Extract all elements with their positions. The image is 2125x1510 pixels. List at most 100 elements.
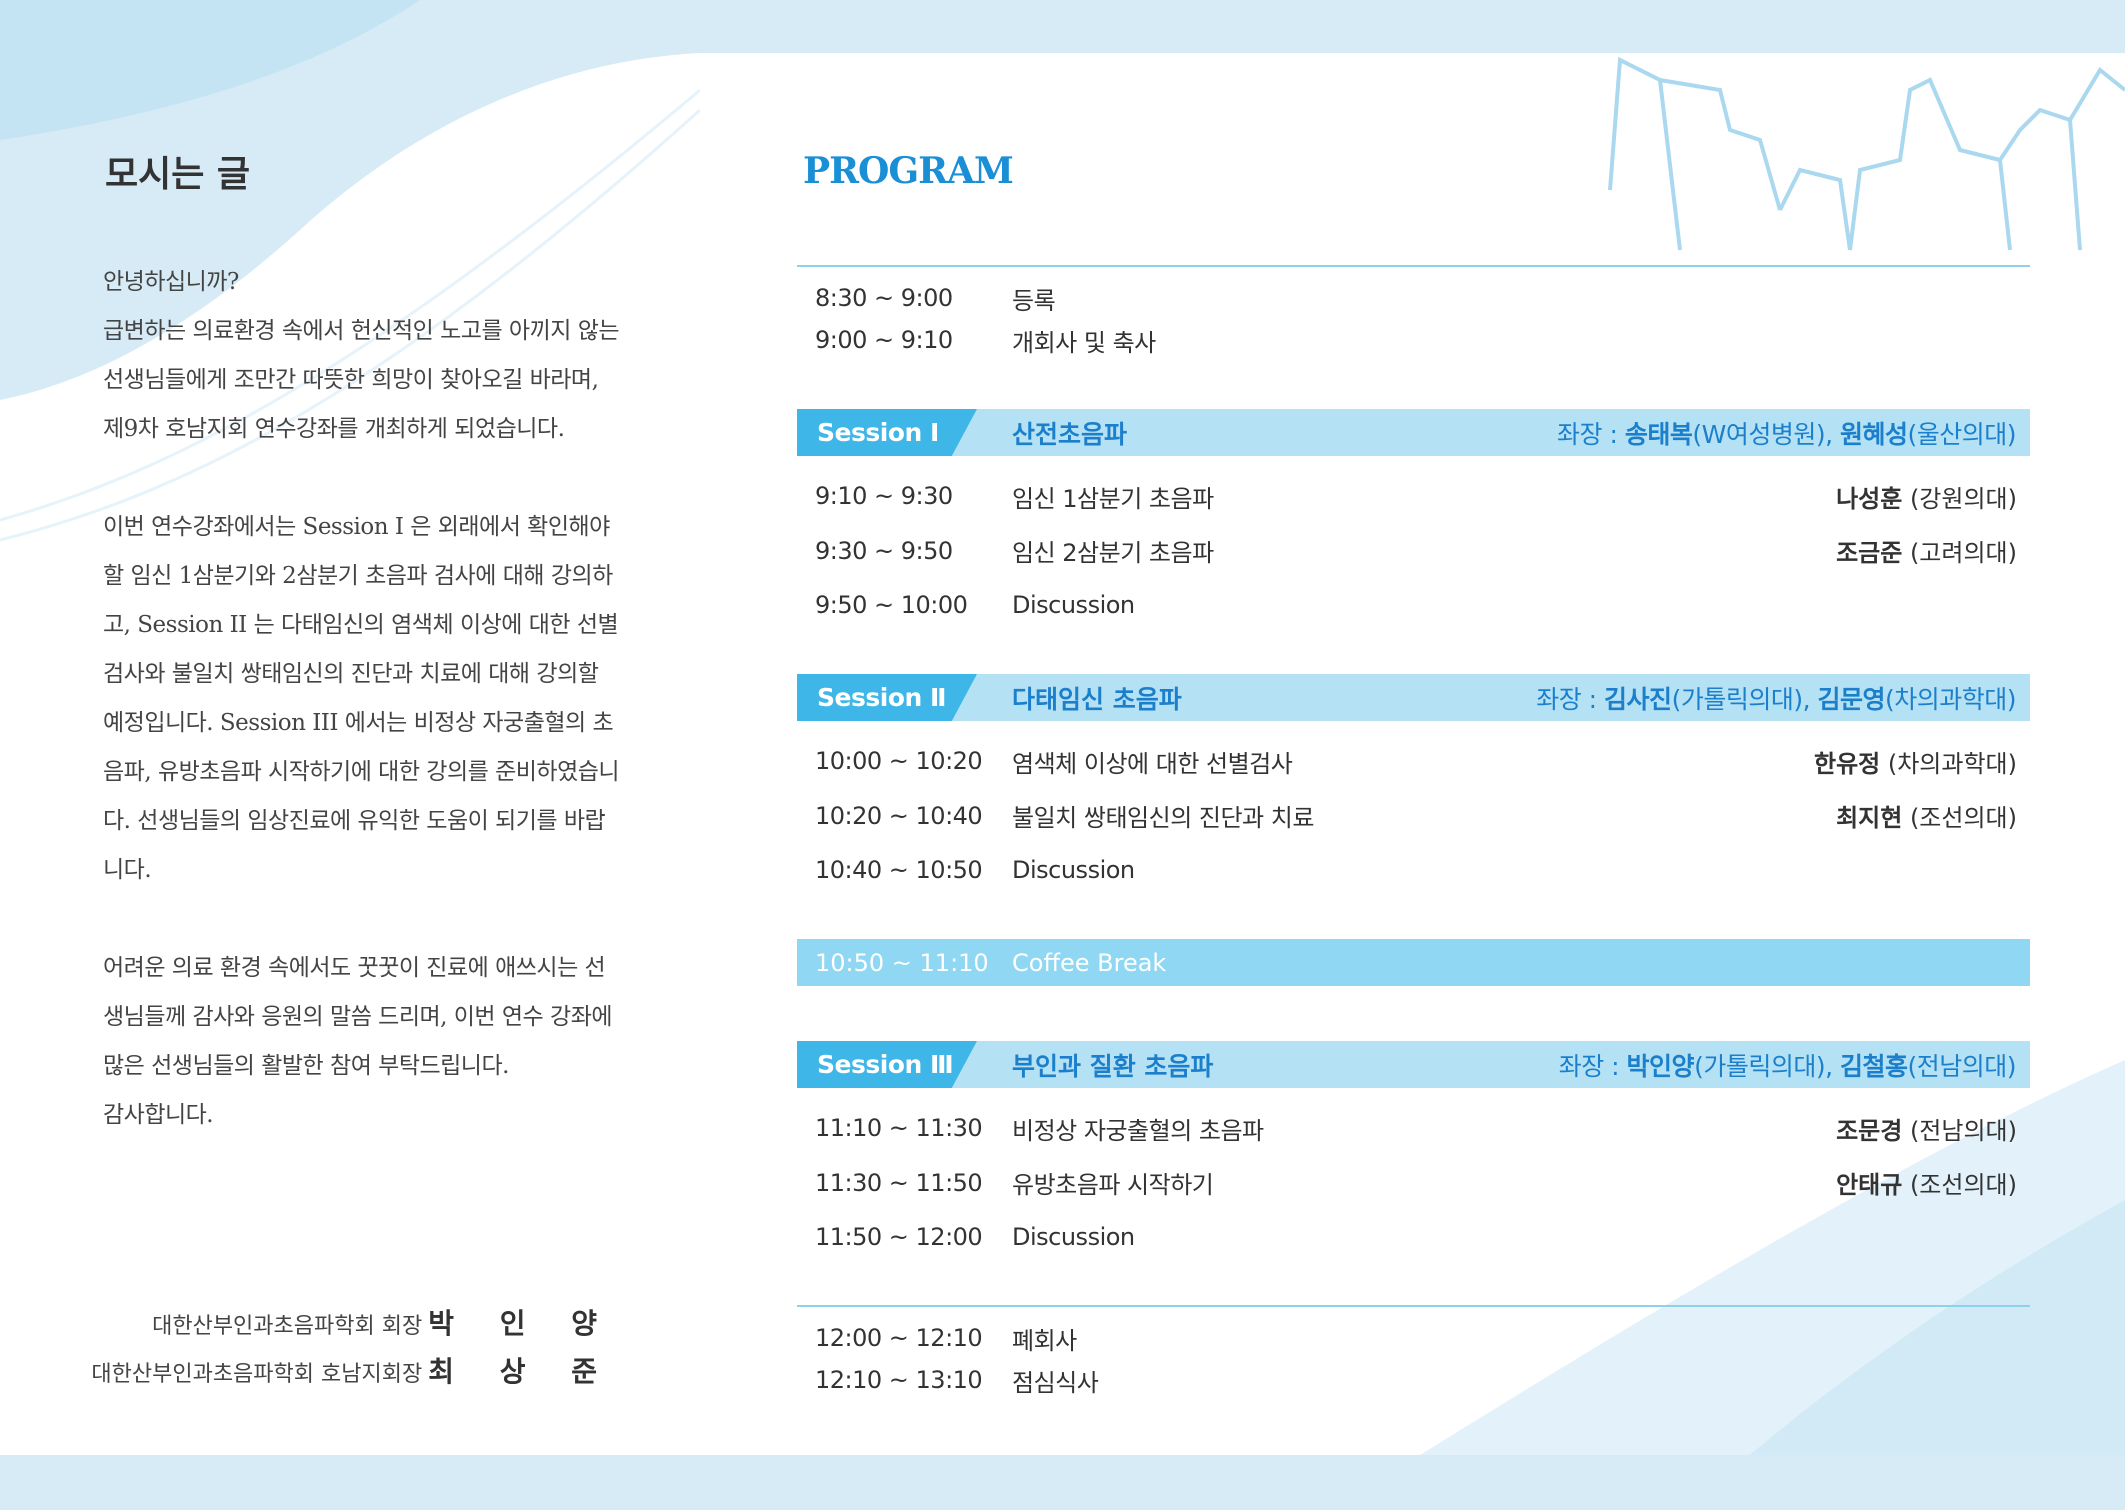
signature-role: 대한산부인과초음파학회 호남지회장 <box>91 1362 423 1387</box>
time: 8:30 ~ 9:00 <box>815 284 953 312</box>
speaker-affiliation: (고려의대) <box>1902 539 2017 567</box>
signature-president: 대한산부인과초음파학회 회장 박 인 양 <box>152 1302 615 1342</box>
time: 10:00 ~ 10:20 <box>815 747 983 775</box>
time: 9:30 ~ 9:50 <box>815 536 953 565</box>
schedule-row: 10:20 ~ 10:40 불일치 쌍태임신의 진단과 치료 최지현 (조선의대… <box>797 796 2017 836</box>
speaker: 나성훈 (강원의대) <box>1836 479 2017 514</box>
schedule-row: 10:00 ~ 10:20 염색체 이상에 대한 선별검사 한유정 (차의과학대… <box>797 741 2017 781</box>
session-header: Session Ⅰ 산전초음파 좌장 : 송태복(W여성병원), 원혜성(울산의… <box>797 409 2030 456</box>
wave-decoration-bottom <box>1420 1060 2125 1455</box>
chair-affiliation: (차의과학대) <box>1884 684 2017 714</box>
speaker-name: 안태규 <box>1836 1171 1903 1199</box>
chair-name: 송태복 <box>1624 419 1693 449</box>
topic: Coffee Break <box>1012 948 1167 977</box>
skyline-line-art <box>1608 56 2125 251</box>
schedule-row: 11:10 ~ 11:30 비정상 자궁출혈의 초음파 조문경 (전남의대) <box>797 1108 2017 1148</box>
signature-role: 대한산부인과초음파학회 회장 <box>152 1314 423 1339</box>
time: 9:50 ~ 10:00 <box>815 591 968 619</box>
speaker-name: 조금준 <box>1836 539 1903 567</box>
session-topic: 산전초음파 <box>1012 419 1128 449</box>
letter-paragraph: 어려운 의료 환경 속에서도 꿋꿋이 진료에 애쓰시는 선생님들께 감사와 응원… <box>103 955 613 1128</box>
divider <box>797 265 2030 267</box>
topic: 불일치 쌍태임신의 진단과 치료 <box>1012 804 1314 832</box>
topic: Discussion <box>1012 591 1135 619</box>
time: 11:50 ~ 12:00 <box>815 1223 983 1251</box>
topic: 폐회사 <box>1012 1326 1077 1355</box>
topic: 개회사 및 축사 <box>1012 328 1156 357</box>
time: 11:10 ~ 11:30 <box>815 1114 983 1142</box>
schedule-row: 9:30 ~ 9:50 임신 2삼분기 초음파 조금준 (고려의대) <box>797 531 2017 571</box>
schedule-row: 9:00 ~ 9:10 개회사 및 축사 <box>797 320 2017 360</box>
signature-name: 최 상 준 <box>428 1355 615 1388</box>
letter-title: 모시는 글 <box>105 153 251 195</box>
topic: Discussion <box>1012 856 1135 884</box>
time: 10:50 ~ 11:10 <box>815 948 989 977</box>
letter-paragraph: 이번 연수강좌에서는 Session I 은 외래에서 확인해야 할 임신 1삼… <box>103 514 620 883</box>
wave-decoration <box>0 0 700 542</box>
speaker: 조금준 (고려의대) <box>1836 533 2017 568</box>
speaker-affiliation: (차의과학대) <box>1880 749 2017 778</box>
schedule-row: 11:30 ~ 11:50 유방초음파 시작하기 안태규 (조선의대) <box>797 1163 2017 1203</box>
topic: 비정상 자궁출혈의 초음파 <box>1012 1116 1264 1145</box>
chair-name: 김철홍 <box>1839 1051 1908 1081</box>
bottom-band <box>0 1455 2125 1510</box>
schedule-row: 9:10 ~ 9:30 임신 1삼분기 초음파 나성훈 (강원의대) <box>797 476 2017 516</box>
time: 11:30 ~ 11:50 <box>815 1168 983 1197</box>
time: 9:00 ~ 9:10 <box>815 326 953 354</box>
signature-branch-head: 대한산부인과초음파학회 호남지회장 최 상 준 <box>91 1350 615 1390</box>
time: 10:20 ~ 10:40 <box>815 801 983 830</box>
chair-affiliation: (가톨릭의대), <box>1671 684 1818 714</box>
session-chairs: 좌장 : 송태복(W여성병원), 원혜성(울산의대) <box>1557 415 2016 451</box>
letter-body: 안녕하십니까? 급변하는 의료환경 속에서 헌신적인 노고를 아끼지 않는 선생… <box>103 258 623 1189</box>
speaker-affiliation: (조선의대) <box>1902 1171 2017 1199</box>
time: 9:10 ~ 9:30 <box>815 482 953 510</box>
chair-affiliation: (울산의대) <box>1907 419 2016 449</box>
schedule-row: 12:10 ~ 13:10 점심식사 <box>797 1360 2017 1400</box>
schedule-row: 10:40 ~ 10:50 Discussion <box>797 850 2017 890</box>
session-header: Session Ⅱ 다태임신 초음파 좌장 : 김사진(가톨릭의대), 김문영(… <box>797 674 2030 721</box>
topic: 임신 2삼분기 초음파 <box>1012 539 1214 567</box>
speaker: 한유정 (차의과학대) <box>1814 744 2017 779</box>
schedule-row: 8:30 ~ 9:00 등록 <box>797 278 2017 318</box>
time: 12:00 ~ 12:10 <box>815 1324 983 1352</box>
session-header: Session Ⅲ 부인과 질환 초음파 좌장 : 박인양(가톨릭의대), 김철… <box>797 1041 2030 1088</box>
chair-name: 박인양 <box>1626 1051 1695 1081</box>
chair-name: 김사진 <box>1604 684 1672 714</box>
session-topic: 부인과 질환 초음파 <box>1012 1051 1214 1081</box>
speaker-affiliation: (강원의대) <box>1902 484 2017 513</box>
time: 12:10 ~ 13:10 <box>815 1366 983 1394</box>
speaker-name: 조문경 <box>1836 1116 1903 1145</box>
topic: Discussion <box>1012 1223 1135 1251</box>
speaker-name: 최지현 <box>1836 804 1903 832</box>
chair-label: 좌장 : <box>1557 419 1625 449</box>
speaker-affiliation: (전남의대) <box>1902 1116 2017 1145</box>
speaker-affiliation: (조선의대) <box>1902 804 2017 832</box>
topic: 점심식사 <box>1012 1368 1099 1397</box>
program-title: PROGRAM <box>803 150 1014 192</box>
time: 10:40 ~ 10:50 <box>815 856 983 884</box>
schedule-row: 11:50 ~ 12:00 Discussion <box>797 1217 2017 1257</box>
session-chairs: 좌장 : 김사진(가톨릭의대), 김문영(차의과학대) <box>1536 680 2016 716</box>
schedule-row: 9:50 ~ 10:00 Discussion <box>797 585 2017 625</box>
chair-label: 좌장 : <box>1536 684 1605 714</box>
chair-label: 좌장 : <box>1558 1051 1627 1081</box>
session-label: Session Ⅰ <box>797 409 977 456</box>
speaker: 최지현 (조선의대) <box>1836 798 2017 833</box>
chair-name: 김문영 <box>1817 684 1885 714</box>
speaker-name: 나성훈 <box>1836 484 1903 513</box>
chair-affiliation: (가톨릭의대), <box>1694 1051 1840 1081</box>
topic: 등록 <box>1012 286 1056 315</box>
topic: 유방초음파 시작하기 <box>1012 1171 1214 1199</box>
chair-name: 원혜성 <box>1839 419 1908 449</box>
session-label: Session Ⅱ <box>797 674 977 721</box>
speaker-name: 한유정 <box>1813 749 1881 778</box>
schedule-row: 12:00 ~ 12:10 폐회사 <box>797 1318 2017 1358</box>
session-label: Session Ⅲ <box>797 1041 977 1088</box>
divider <box>797 1305 2030 1307</box>
chair-affiliation: (W여성병원), <box>1692 419 1840 449</box>
letter-paragraph: 안녕하십니까? 급변하는 의료환경 속에서 헌신적인 노고를 아끼지 않는 선생… <box>103 269 620 442</box>
session-topic: 다태임신 초음파 <box>1012 684 1182 714</box>
coffee-break-bar: 10:50 ~ 11:10 Coffee Break <box>797 939 2030 986</box>
speaker: 조문경 (전남의대) <box>1836 1111 2017 1146</box>
speaker: 안태규 (조선의대) <box>1836 1165 2017 1200</box>
